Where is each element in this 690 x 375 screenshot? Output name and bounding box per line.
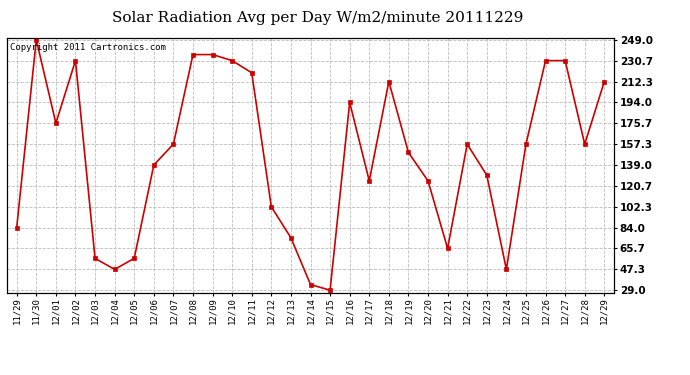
Text: Copyright 2011 Cartronics.com: Copyright 2011 Cartronics.com [10, 43, 166, 52]
Text: Solar Radiation Avg per Day W/m2/minute 20111229: Solar Radiation Avg per Day W/m2/minute … [112, 11, 523, 25]
